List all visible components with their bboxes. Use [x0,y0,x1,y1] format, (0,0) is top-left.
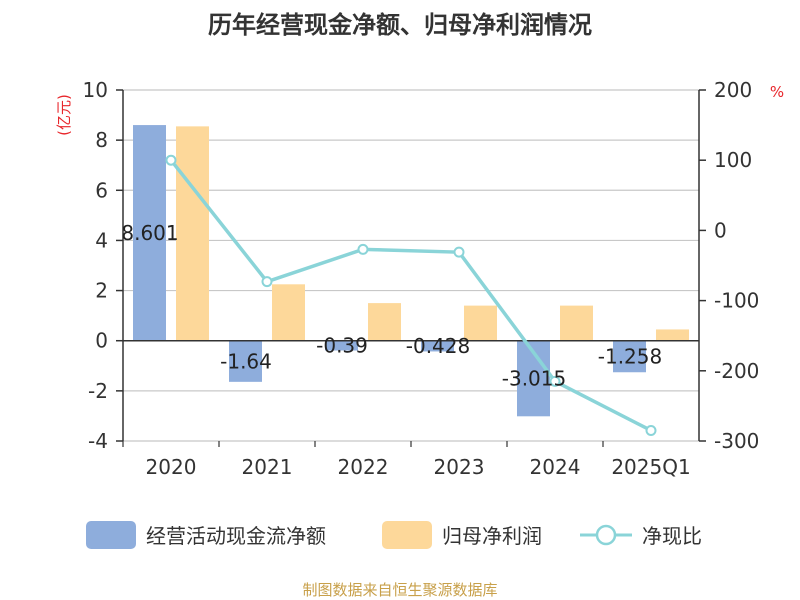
x-tick-label: 2022 [338,455,389,479]
axes [116,89,706,447]
x-tick-label: 2023 [434,455,485,479]
left-tick-label: -2 [88,379,108,403]
bar-cashflow [421,340,454,352]
right-tick-label: -300 [714,429,759,453]
data-label-cashflow: -0.39 [316,334,368,358]
bar-cashflow [325,340,358,351]
legend-label-net-profit: 归母净利润 [442,524,542,548]
right-tick-label: 200 [714,78,752,102]
source-note: 制图数据来自恒生聚源数据库 [302,581,497,599]
ratio-point [261,276,273,288]
data-label-cashflow: -3.015 [502,367,566,391]
left-axis-unit: (亿元) [55,94,73,136]
bar-cashflow [613,340,646,373]
left-tick-label: 0 [95,329,108,353]
left-tick-label: 2 [95,279,108,303]
left-tick-label: 10 [83,78,108,102]
bar-net-profit [176,126,209,341]
legend-item-cashflow[interactable]: 经营活动现金流净额 [86,521,326,549]
chart-title: 历年经营现金净额、归母净利润情况 [208,11,592,39]
right-tick-label: -100 [714,289,759,313]
x-tick-label: 2024 [530,455,581,479]
left-tick-label: -4 [88,429,108,453]
grid-lines [123,89,699,442]
ratio-point [357,243,369,255]
data-label-cashflow: -1.258 [598,344,662,368]
ratio-point [165,154,177,166]
data-labels: 8.601 -1.64 -0.39 -0.428 -3.015 -1.258 [121,221,662,391]
bar-cashflow [229,340,262,382]
x-tick-label: 2025Q1 [611,455,690,479]
right-tick-label: -200 [714,359,759,383]
ratio-point [645,424,657,436]
ratio-line-path [169,159,652,433]
bar-cashflow [133,125,166,341]
legend-marker-ratio [595,524,617,546]
legend-label-cashflow: 经营活动现金流净额 [146,524,326,548]
left-tick-label: 8 [95,128,108,152]
data-label-cashflow: -0.428 [406,334,470,358]
data-label-cashflow: 8.601 [121,221,178,245]
legend-item-ratio[interactable]: 净现比 [580,524,702,548]
legend: 经营活动现金流净额 归母净利润 净现比 [86,521,702,549]
legend-label-ratio: 净现比 [642,524,702,548]
right-tick-label: 100 [714,148,752,172]
left-tick-label: 6 [95,178,108,202]
right-tick-label: 0 [714,218,727,242]
ratio-line [165,154,657,436]
right-axis-unit: % [770,83,784,101]
tick-labels: -4 -2 0 2 4 6 8 10 -300 -200 -100 0 100 200 2020 2021 20… [83,78,760,479]
legend-swatch-net-profit [382,521,432,549]
legend-item-net-profit[interactable]: 归母净利润 [382,521,542,549]
bar-net-profit [464,305,497,341]
bar-net-profit [368,303,401,341]
left-tick-label: 4 [95,228,108,252]
bars [133,125,689,417]
legend-swatch-cashflow [86,521,136,549]
data-label-cashflow: -1.64 [220,349,272,373]
ratio-point [453,246,465,258]
x-tick-label: 2021 [242,455,293,479]
bar-net-profit [656,329,689,341]
bar-net-profit [272,284,305,341]
ratio-point [549,375,561,387]
bar-net-profit [560,305,593,341]
x-tick-label: 2020 [146,455,197,479]
